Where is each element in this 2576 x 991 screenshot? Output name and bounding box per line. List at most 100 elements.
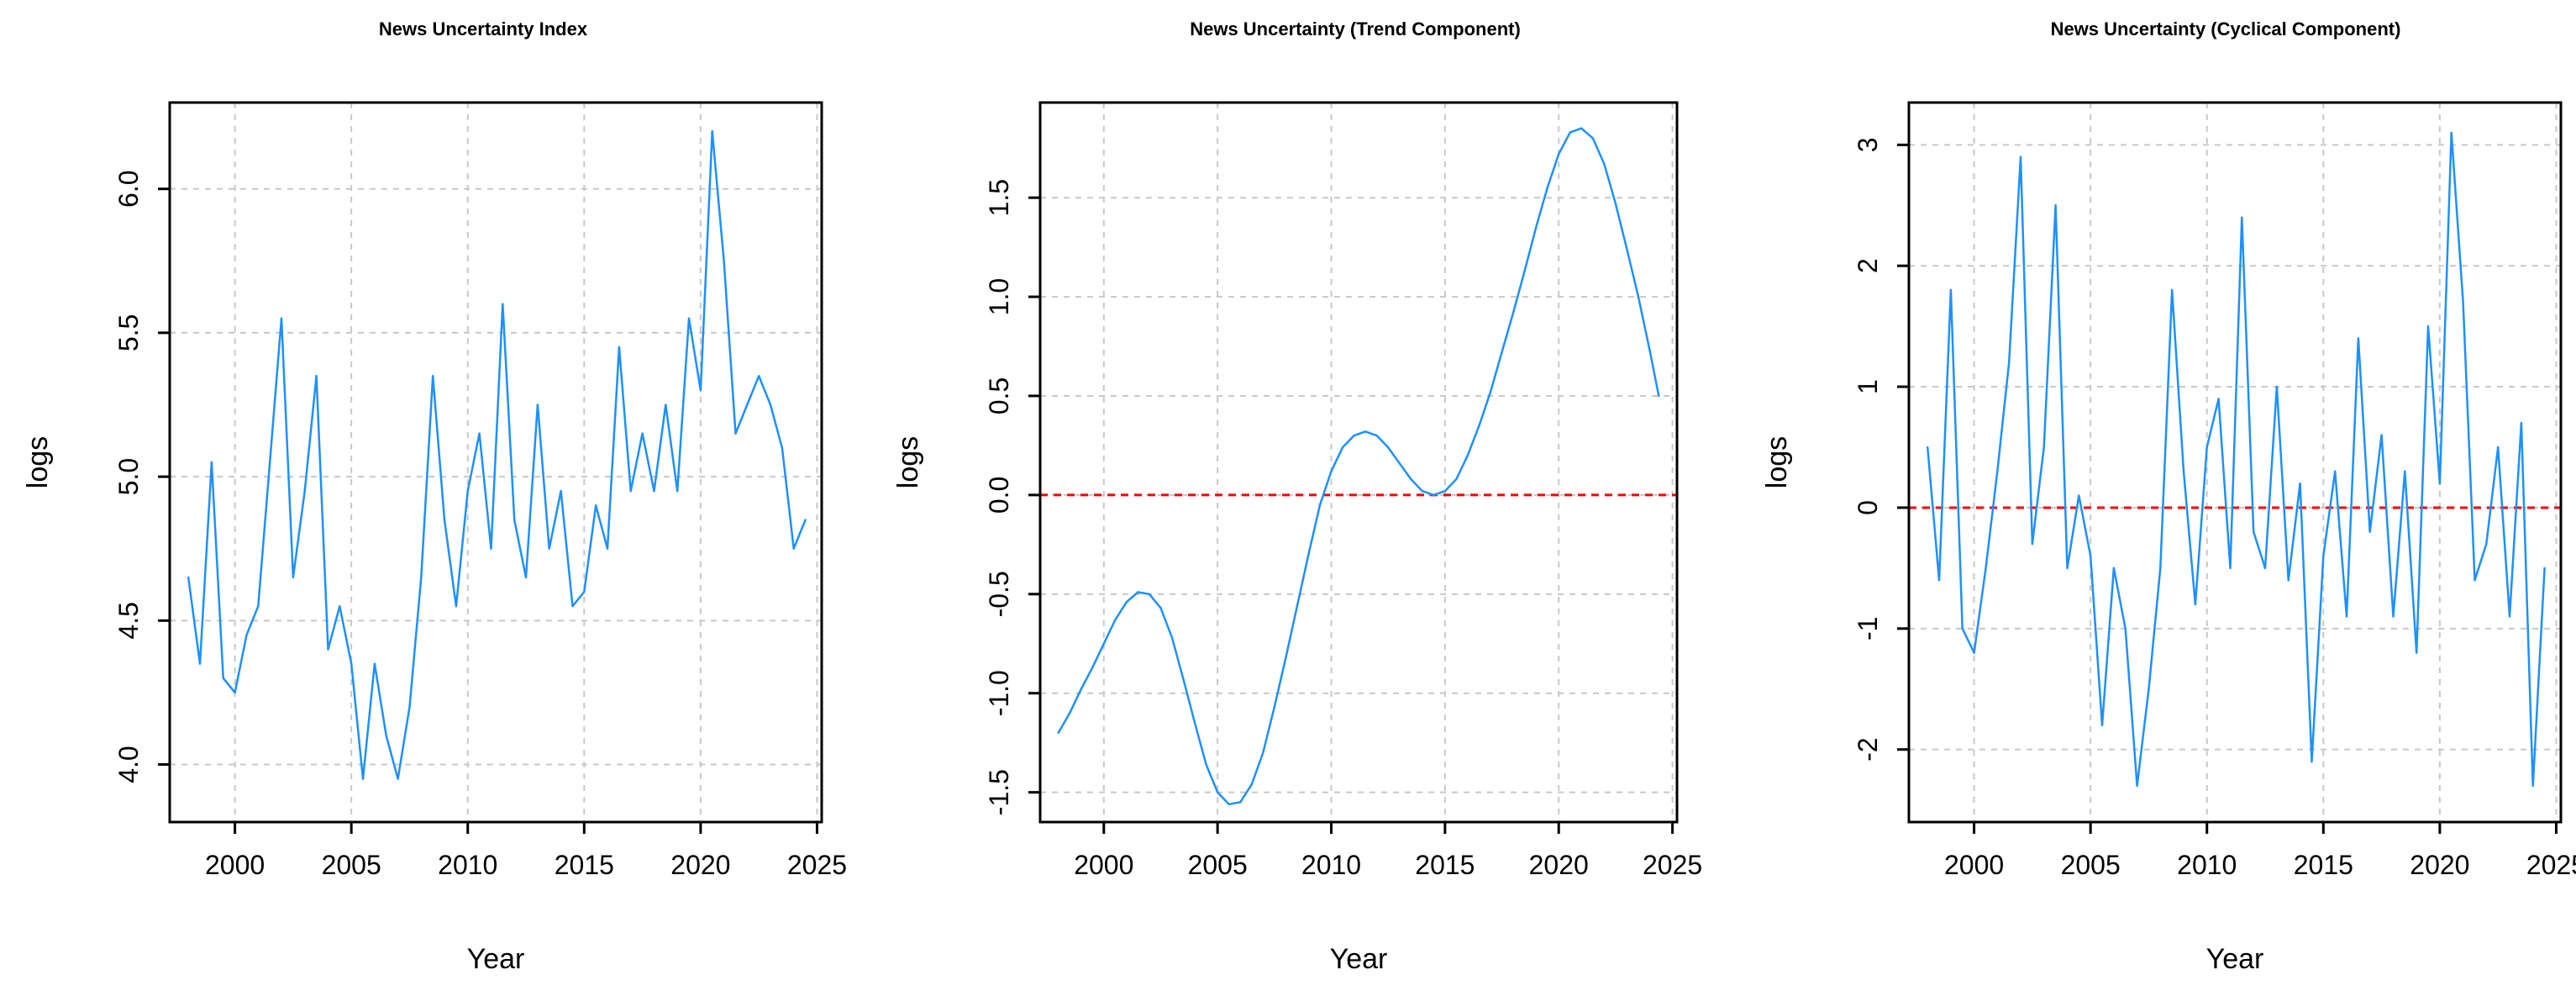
data-point (2322, 555, 2325, 557)
data-point (594, 504, 597, 507)
data-point (373, 662, 376, 665)
data-point (618, 345, 621, 349)
x-tick-label: 2015 (1415, 850, 1475, 880)
data-point (327, 648, 329, 651)
panel-news-uncertainty-cyclical: 2000 2005 2010 2015 2020 2025 -2 -1 0 1 2 3 News Unc… (1761, 18, 2576, 975)
data-point (1398, 461, 1401, 465)
data-point (2229, 567, 2232, 570)
y-tick-label: 3 (1853, 137, 1883, 152)
x-tick-label: 2020 (1529, 850, 1589, 880)
x-tick-label: 2015 (555, 850, 614, 880)
data-point (478, 432, 481, 435)
x-tick-label: 2010 (438, 850, 497, 880)
data-point (1080, 688, 1082, 691)
data-point (2531, 784, 2534, 788)
data-point (1273, 706, 1276, 709)
data-point (2170, 288, 2174, 292)
data-point (2357, 337, 2360, 340)
data-point (792, 547, 795, 550)
y-tick-label: 1.0 (984, 278, 1014, 315)
data-point (1558, 153, 1560, 156)
data-point (443, 519, 446, 521)
chart-title: News Uncertainty (Cyclical Component) (2051, 18, 2401, 40)
data-point (2368, 530, 2371, 533)
data-point (1580, 127, 1583, 129)
data-point (2473, 579, 2476, 582)
y-tick-label: 5.5 (113, 314, 144, 351)
y-tick-label: -0.5 (984, 571, 1014, 617)
plot-frame (1907, 101, 2563, 824)
y-tick-label: 1 (1853, 379, 1883, 394)
data-point (1159, 607, 1162, 609)
data-point (1285, 656, 1287, 659)
data-point (2415, 651, 2418, 654)
data-point (2508, 615, 2511, 618)
x-tick-label: 2020 (2410, 850, 2469, 880)
data-point (2333, 470, 2337, 472)
data-point (2007, 361, 2011, 364)
panel-news-uncertainty-trend: 2000 2005 2010 2015 2020 2025 -1.5 -1.0 -0.5 0.0 0… (892, 18, 1702, 975)
y-tick-label: 5.0 (113, 458, 144, 495)
data-point (2426, 324, 2430, 328)
x-tick-label: 2025 (787, 850, 847, 880)
data-point (1353, 434, 1355, 437)
data-point (2100, 724, 2104, 727)
data-point (1511, 311, 1515, 314)
data-point (1250, 783, 1253, 786)
data-point (222, 677, 224, 679)
data-point (1205, 763, 1207, 766)
data-point (2054, 204, 2057, 207)
data-point (350, 662, 353, 665)
data-point (629, 490, 632, 493)
data-point (1114, 619, 1117, 621)
x-tick-label: 2005 (2061, 850, 2121, 880)
y-tick-label: 4.0 (113, 746, 144, 783)
y-tick-label: 4.5 (113, 602, 144, 639)
data-point (2520, 422, 2523, 424)
data-point (431, 375, 434, 377)
data-point (268, 461, 271, 464)
y-axis-label: logs (22, 436, 54, 488)
data-point (734, 432, 737, 435)
data-point (2136, 784, 2138, 788)
y-tick-label: 0.5 (984, 377, 1014, 414)
data-point (1386, 446, 1390, 449)
data-point (1433, 493, 1435, 497)
y-axis-label: logs (1761, 436, 1793, 488)
chart-title: News Uncertainty (Trend Component) (1190, 18, 1521, 40)
data-point (571, 605, 574, 608)
data-point (2392, 615, 2395, 618)
data-point (2031, 542, 2034, 546)
data-point (2275, 385, 2279, 388)
data-point (804, 519, 807, 521)
data-point (361, 778, 365, 780)
data-point (2299, 482, 2301, 485)
y-axis-label: logs (892, 436, 924, 488)
data-point (339, 605, 341, 608)
data-point (303, 490, 306, 493)
data-point (2066, 567, 2069, 570)
data-point (257, 605, 260, 608)
data-point (1262, 751, 1264, 754)
data-point (1091, 666, 1094, 669)
x-tick-label: 2000 (1074, 850, 1133, 880)
data-point (1501, 351, 1503, 354)
data-point (653, 490, 655, 493)
data-point (1318, 503, 1322, 506)
data-point (781, 446, 784, 450)
data-point (385, 735, 387, 737)
data-point (687, 317, 691, 319)
data-point (723, 260, 725, 262)
data-point (2345, 615, 2348, 618)
data-point (757, 375, 760, 377)
y-tick-label: 0.0 (984, 477, 1014, 514)
data-point (2311, 760, 2313, 763)
data-point (1182, 678, 1185, 681)
y-tick-label: 0 (1853, 500, 1883, 515)
x-tick-label: 2015 (2294, 850, 2353, 880)
y-tick-label: -1 (1853, 617, 1883, 640)
data-point (665, 403, 667, 406)
x-axis-label: Year (467, 943, 525, 975)
data-point (513, 519, 516, 521)
